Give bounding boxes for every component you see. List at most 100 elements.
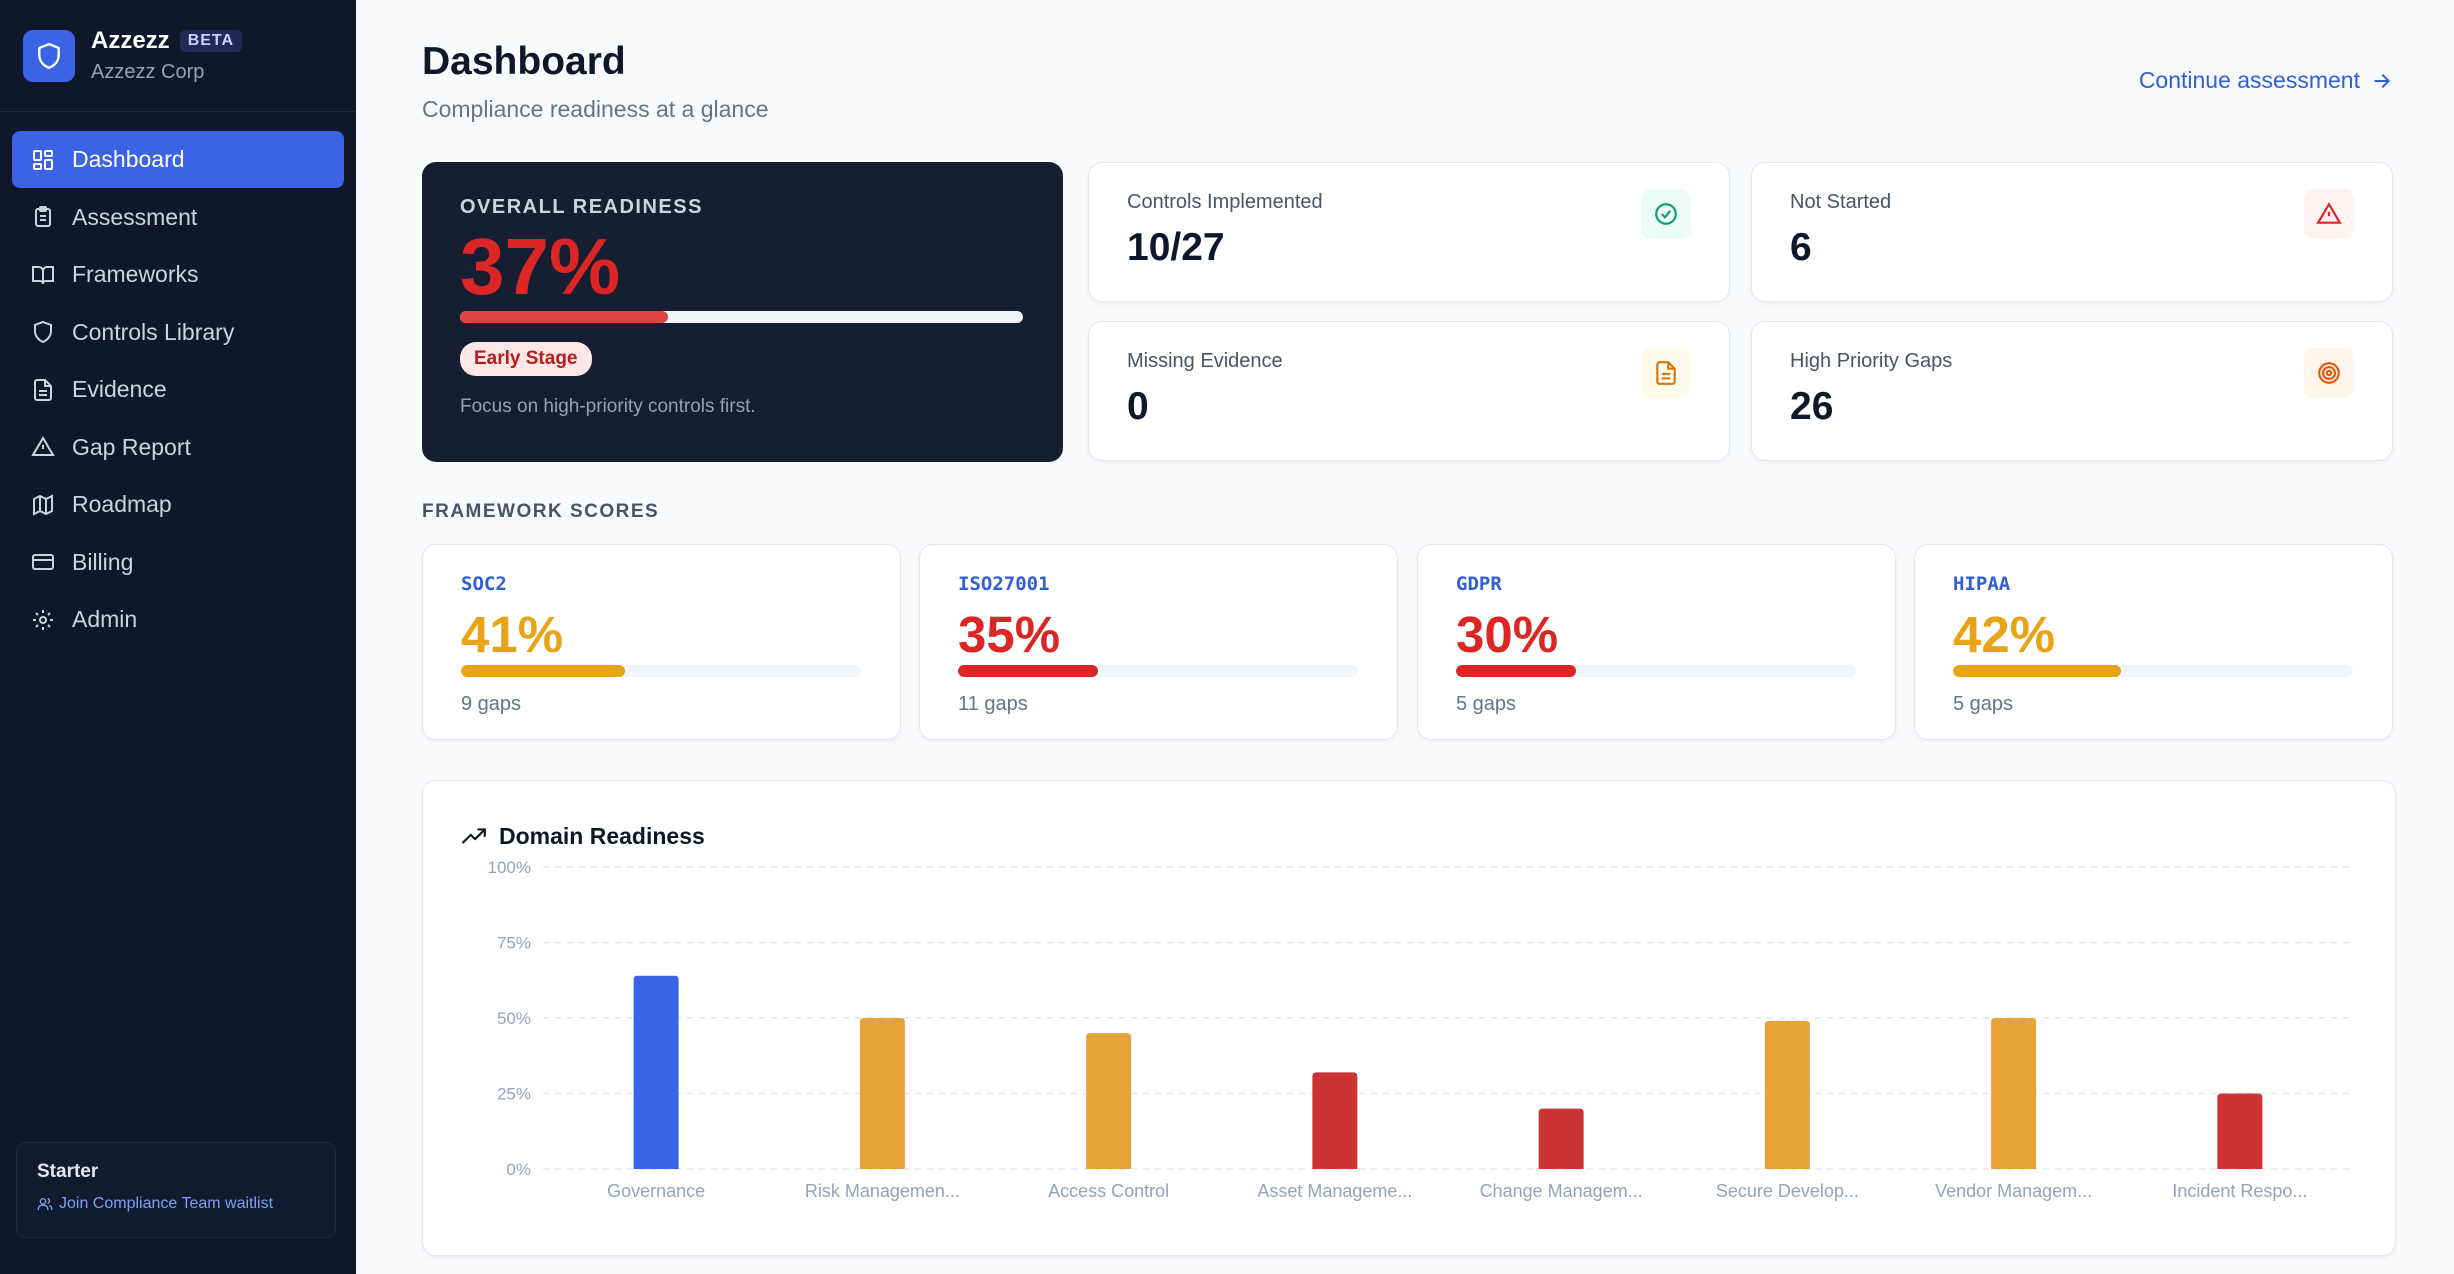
- framework-score: 42%: [1953, 606, 2056, 663]
- chart-title: Domain Readiness: [461, 823, 705, 850]
- bar: [2217, 1093, 2263, 1169]
- sidebar-item-label: Evidence: [72, 376, 167, 402]
- continue-assessment-label: Continue assessment: [2138, 67, 2360, 93]
- x-tick-label: Vendor Managem...: [1935, 1181, 2092, 1201]
- x-tick-label: Asset Manageme...: [1257, 1181, 1412, 1201]
- sidebar-item-frameworks[interactable]: Frameworks: [12, 246, 344, 303]
- sidebar-item-label: Admin: [72, 606, 138, 632]
- framework-progress-bar: [1456, 665, 1856, 677]
- users-icon: [37, 1197, 53, 1210]
- sidebar: Azzezz BETA Azzezz Corp Dashboard Assess…: [0, 0, 356, 1274]
- sidebar-item-label: Gap Report: [72, 433, 191, 460]
- stat-label: Controls Implemented: [1127, 191, 1323, 213]
- warning-icon: [30, 434, 56, 460]
- stat-value: 6: [1790, 226, 1812, 269]
- framework-gaps: 11 gaps: [958, 693, 1028, 715]
- stat-label: Not Started: [1790, 191, 1892, 213]
- framework-gaps: 5 gaps: [1456, 693, 1517, 715]
- sidebar-nav: Dashboard Assessment Frameworks Controls…: [0, 112, 356, 648]
- framework-card-iso27001[interactable]: ISO27001 35% 11 gaps: [919, 544, 1398, 740]
- clipboard-icon: [30, 204, 56, 230]
- stage-badge: Early Stage: [460, 342, 592, 376]
- x-tick-label: Change Managem...: [1480, 1181, 1643, 1201]
- framework-progress-bar: [1953, 665, 2353, 677]
- y-tick-label: 25%: [497, 1085, 531, 1104]
- y-tick-label: 0%: [506, 1160, 531, 1179]
- sidebar-item-gap-report[interactable]: Gap Report: [12, 419, 344, 476]
- stat-label: High Priority Gaps: [1790, 350, 1953, 372]
- sidebar-item-label: Assessment: [72, 203, 198, 230]
- y-tick-label: 50%: [497, 1009, 531, 1028]
- stat-card-high-priority-gaps: High Priority Gaps 26: [1751, 321, 2393, 461]
- chart-title-text: Domain Readiness: [499, 823, 705, 849]
- plan-name: Starter: [37, 1161, 99, 1182]
- framework-card-gdpr[interactable]: GDPR 30% 5 gaps: [1417, 544, 1896, 740]
- gear-icon: [30, 607, 56, 633]
- framework-progress-bar: [461, 665, 861, 677]
- bar: [1764, 1021, 1810, 1169]
- page-title: Dashboard: [422, 40, 626, 83]
- overall-readiness-card: OVERALL READINESS 37% Early Stage Focus …: [422, 162, 1063, 462]
- sidebar-item-assessment[interactable]: Assessment: [12, 189, 344, 246]
- page-subtitle: Compliance readiness at a glance: [422, 96, 769, 122]
- x-tick-label: Risk Managemen...: [805, 1181, 960, 1201]
- sidebar-item-label: Roadmap: [72, 491, 172, 517]
- framework-progress-fill: [461, 665, 625, 677]
- plan-box: Starter Join Compliance Team waitlist: [16, 1142, 336, 1238]
- framework-gaps: 5 gaps: [1953, 693, 2014, 715]
- check-circle-icon: [1641, 189, 1691, 239]
- sidebar-item-label: Billing: [72, 548, 134, 575]
- x-tick-label: Incident Respo...: [2172, 1181, 2307, 1201]
- framework-score: 30%: [1456, 606, 1559, 663]
- sidebar-item-admin[interactable]: Admin: [12, 591, 344, 648]
- brand-name: Azzezz: [91, 27, 170, 54]
- stat-label: Missing Evidence: [1127, 350, 1283, 372]
- alert-triangle-icon: [2304, 189, 2354, 239]
- sidebar-item-roadmap[interactable]: Roadmap: [12, 476, 344, 533]
- framework-score: 35%: [958, 606, 1061, 663]
- bar: [1086, 1033, 1132, 1169]
- sidebar-item-controls-library[interactable]: Controls Library: [12, 304, 344, 361]
- sidebar-item-label: Controls Library: [72, 318, 235, 345]
- shield-icon: [30, 319, 56, 345]
- brand: Azzezz BETA Azzezz Corp: [0, 0, 356, 112]
- dashboard-grid-icon: [30, 147, 56, 173]
- continue-assessment-link[interactable]: Continue assessment: [2139, 67, 2392, 94]
- bar: [859, 1018, 905, 1169]
- framework-scores-label: FRAMEWORK SCORES: [422, 501, 660, 522]
- map-icon: [30, 492, 56, 518]
- bar: [1538, 1108, 1584, 1169]
- overall-progress-bar: [460, 311, 1023, 323]
- framework-progress-fill: [1456, 665, 1576, 677]
- overall-readiness-label: OVERALL READINESS: [460, 196, 703, 218]
- sidebar-item-evidence[interactable]: Evidence: [12, 361, 344, 418]
- y-tick-label: 100%: [488, 858, 531, 877]
- x-tick-label: Secure Develop...: [1716, 1181, 1859, 1201]
- framework-card-hipaa[interactable]: HIPAA 42% 5 gaps: [1914, 544, 2393, 740]
- overall-readiness-value: 37%: [460, 222, 621, 311]
- bar: [1312, 1072, 1358, 1169]
- stat-value: 10/27: [1127, 226, 1225, 269]
- framework-progress-fill: [958, 665, 1098, 677]
- waitlist-link[interactable]: Join Compliance Team waitlist: [37, 1195, 315, 1213]
- beta-badge: BETA: [179, 30, 243, 52]
- x-tick-label: Governance: [607, 1181, 705, 1201]
- bar: [633, 975, 679, 1169]
- framework-name: ISO27001: [958, 573, 1050, 595]
- stat-value: 26: [1790, 385, 1834, 428]
- framework-card-soc2[interactable]: SOC2 41% 9 gaps: [422, 544, 901, 740]
- framework-name: GDPR: [1456, 573, 1502, 595]
- x-tick-label: Access Control: [1048, 1181, 1169, 1201]
- target-icon: [2304, 348, 2354, 398]
- waitlist-link-label: Join Compliance Team waitlist: [59, 1195, 274, 1212]
- file-text-icon: [1641, 348, 1691, 398]
- domain-readiness-chart: 0% 25% 50% 75% 100% Governance Risk Managemen.…: [488, 858, 2353, 1201]
- domain-readiness-card: Domain Readiness 0% 25% 50% 75% 100% Governan…: [422, 780, 2396, 1256]
- stat-card-not-started: Not Started 6: [1751, 162, 2393, 302]
- arrow-right-icon: [2374, 73, 2391, 88]
- credit-card-icon: [30, 549, 56, 575]
- sidebar-item-billing[interactable]: Billing: [12, 534, 344, 591]
- sidebar-item-dashboard[interactable]: Dashboard: [12, 131, 344, 188]
- shield-logo-icon: [23, 29, 75, 82]
- book-icon: [30, 262, 56, 288]
